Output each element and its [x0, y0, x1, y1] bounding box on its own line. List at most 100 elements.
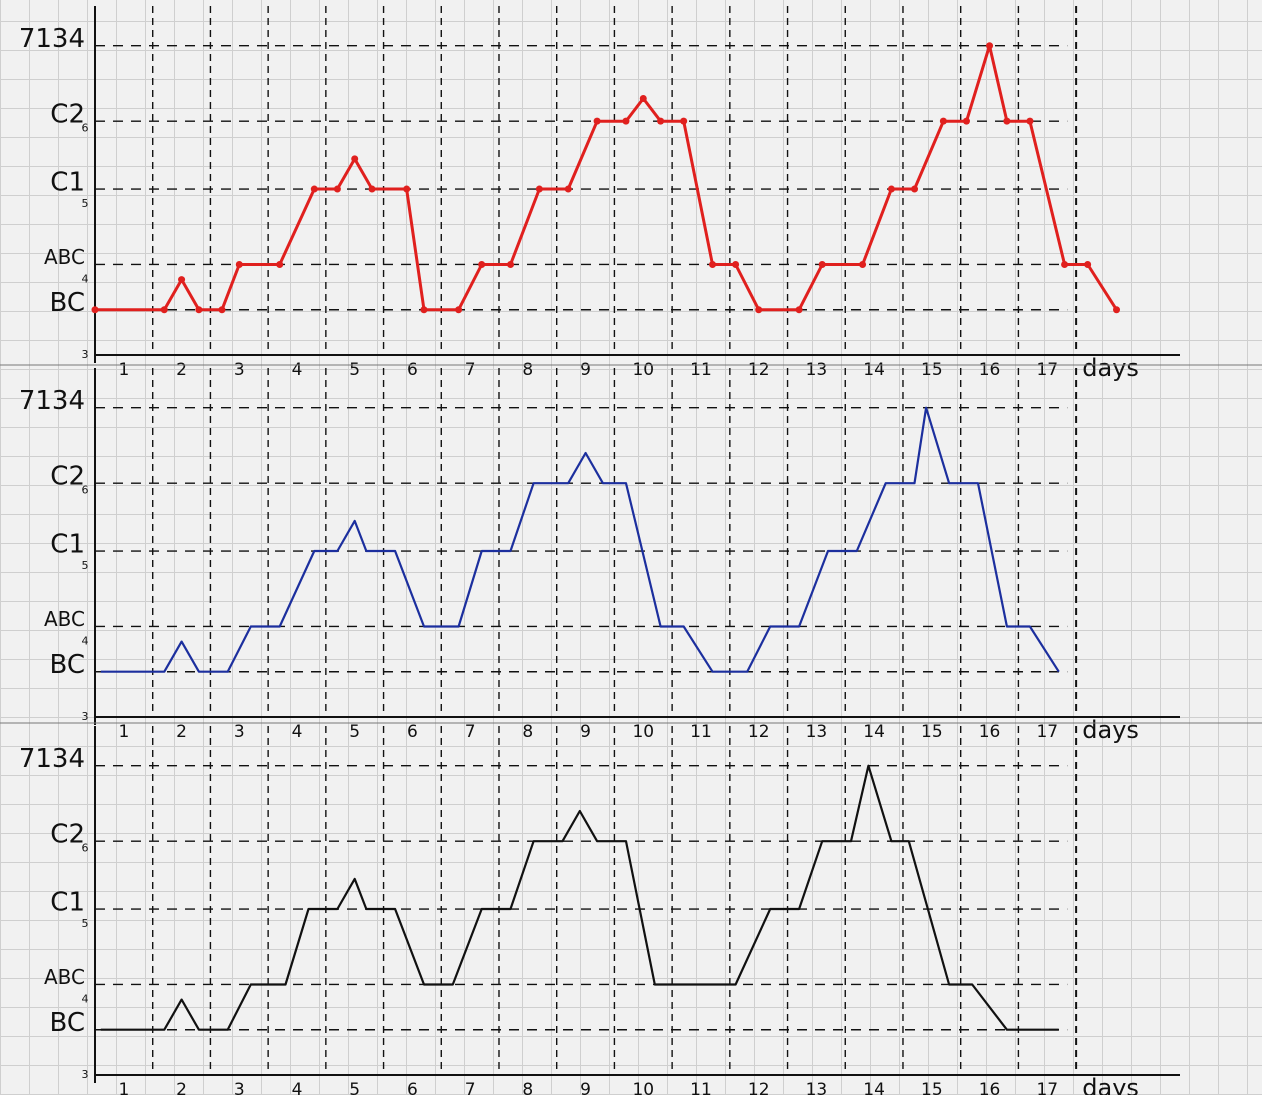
- x-tick-label: 3: [234, 1080, 245, 1095]
- x-tick-label: 13: [806, 1080, 828, 1095]
- point: [732, 261, 739, 268]
- x-tick-label: 14: [863, 360, 885, 380]
- point: [507, 261, 514, 268]
- point: [334, 186, 341, 193]
- y-minor-tick-label: 4: [82, 273, 89, 286]
- x-tick-label: 3: [234, 722, 245, 742]
- line: [101, 766, 1059, 1030]
- y-tick-label: C1: [50, 168, 85, 198]
- x-tick-label: 10: [632, 722, 654, 742]
- x-tick-label: 15: [921, 722, 943, 742]
- x-tick-label: 8: [522, 360, 533, 380]
- x-tick-label: 1: [118, 1080, 129, 1095]
- line: [101, 408, 1059, 672]
- point: [1113, 306, 1120, 313]
- x-tick-label: 10: [632, 360, 654, 380]
- y-minor-tick-label: 6: [82, 842, 89, 855]
- point: [1061, 261, 1068, 268]
- x-tick-label: 3: [234, 360, 245, 380]
- point: [859, 261, 866, 268]
- point: [594, 118, 601, 125]
- point: [640, 95, 647, 102]
- y-tick-label: BC: [49, 288, 85, 318]
- x-tick-label: 8: [522, 1080, 533, 1095]
- x-tick-label: 6: [407, 1080, 418, 1095]
- point: [478, 261, 485, 268]
- y-tick-label: C1: [50, 888, 85, 918]
- point: [92, 306, 99, 313]
- x-tick-label: 17: [1036, 722, 1058, 742]
- x-tick-label: 12: [748, 722, 770, 742]
- x-tick-label: 10: [632, 1080, 654, 1095]
- x-tick-label: 13: [806, 360, 828, 380]
- line: [95, 46, 1117, 310]
- y-tick-label: ABC: [44, 965, 85, 989]
- x-tick-label: 14: [863, 722, 885, 742]
- x-axis-label: days: [1082, 354, 1139, 382]
- x-tick-label: 17: [1036, 360, 1058, 380]
- x-tick-label: 16: [979, 1080, 1001, 1095]
- x-tick-label: 9: [580, 360, 591, 380]
- x-tick-label: 2: [176, 1080, 187, 1095]
- x-tick-label: 9: [580, 1080, 591, 1095]
- point: [351, 155, 358, 162]
- y-minor-tick-label: 5: [82, 917, 89, 930]
- x-tick-label: 5: [349, 1080, 360, 1095]
- x-tick-label: 14: [863, 1080, 885, 1095]
- x-tick-label: 4: [292, 722, 303, 742]
- point: [311, 186, 318, 193]
- x-tick-label: 17: [1036, 1080, 1058, 1095]
- y-minor-tick-label: 4: [82, 635, 89, 648]
- x-tick-label: 7: [465, 1080, 476, 1095]
- point: [1084, 261, 1091, 268]
- x-tick-label: 7: [465, 360, 476, 380]
- point: [911, 186, 918, 193]
- chart: 1234567891011121314151617daysBCABCC1C271…: [0, 0, 1262, 1095]
- x-tick-label: 16: [979, 722, 1001, 742]
- y-tick-label: C2: [50, 100, 85, 130]
- point: [888, 186, 895, 193]
- point: [796, 306, 803, 313]
- x-tick-label: 5: [349, 360, 360, 380]
- point: [657, 118, 664, 125]
- x-tick-label: 5: [349, 722, 360, 742]
- x-tick-label: 2: [176, 360, 187, 380]
- point: [536, 186, 543, 193]
- point: [403, 186, 410, 193]
- x-tick-label: 12: [748, 1080, 770, 1095]
- point: [565, 186, 572, 193]
- point: [680, 118, 687, 125]
- y-minor-tick-label: 3: [82, 710, 89, 723]
- y-minor-tick-label: 3: [82, 1068, 89, 1081]
- y-tick-label: 7134: [19, 744, 85, 774]
- x-tick-label: 6: [407, 360, 418, 380]
- x-tick-label: 7: [465, 722, 476, 742]
- x-tick-label: 15: [921, 360, 943, 380]
- point: [195, 306, 202, 313]
- x-tick-label: 1: [118, 360, 129, 380]
- y-tick-label: C1: [50, 530, 85, 560]
- y-tick-label: BC: [49, 650, 85, 680]
- y-tick-label: C2: [50, 820, 85, 850]
- y-minor-tick-label: 6: [82, 484, 89, 497]
- x-tick-label: 15: [921, 1080, 943, 1095]
- point: [276, 261, 283, 268]
- x-tick-label: 13: [806, 722, 828, 742]
- y-minor-tick-label: 5: [82, 197, 89, 210]
- point: [819, 261, 826, 268]
- y-minor-tick-label: 5: [82, 559, 89, 572]
- x-tick-label: 6: [407, 722, 418, 742]
- point: [218, 306, 225, 313]
- point: [161, 306, 168, 313]
- y-minor-tick-label: 3: [82, 348, 89, 361]
- y-tick-label: 7134: [19, 24, 85, 54]
- x-tick-label: 1: [118, 722, 129, 742]
- x-tick-label: 9: [580, 722, 591, 742]
- y-tick-label: C2: [50, 462, 85, 492]
- y-tick-label: BC: [49, 1008, 85, 1038]
- x-axis-label: days: [1082, 716, 1139, 744]
- y-tick-label: ABC: [44, 245, 85, 269]
- x-tick-label: 11: [690, 722, 712, 742]
- x-tick-label: 4: [292, 1080, 303, 1095]
- x-tick-label: 12: [748, 360, 770, 380]
